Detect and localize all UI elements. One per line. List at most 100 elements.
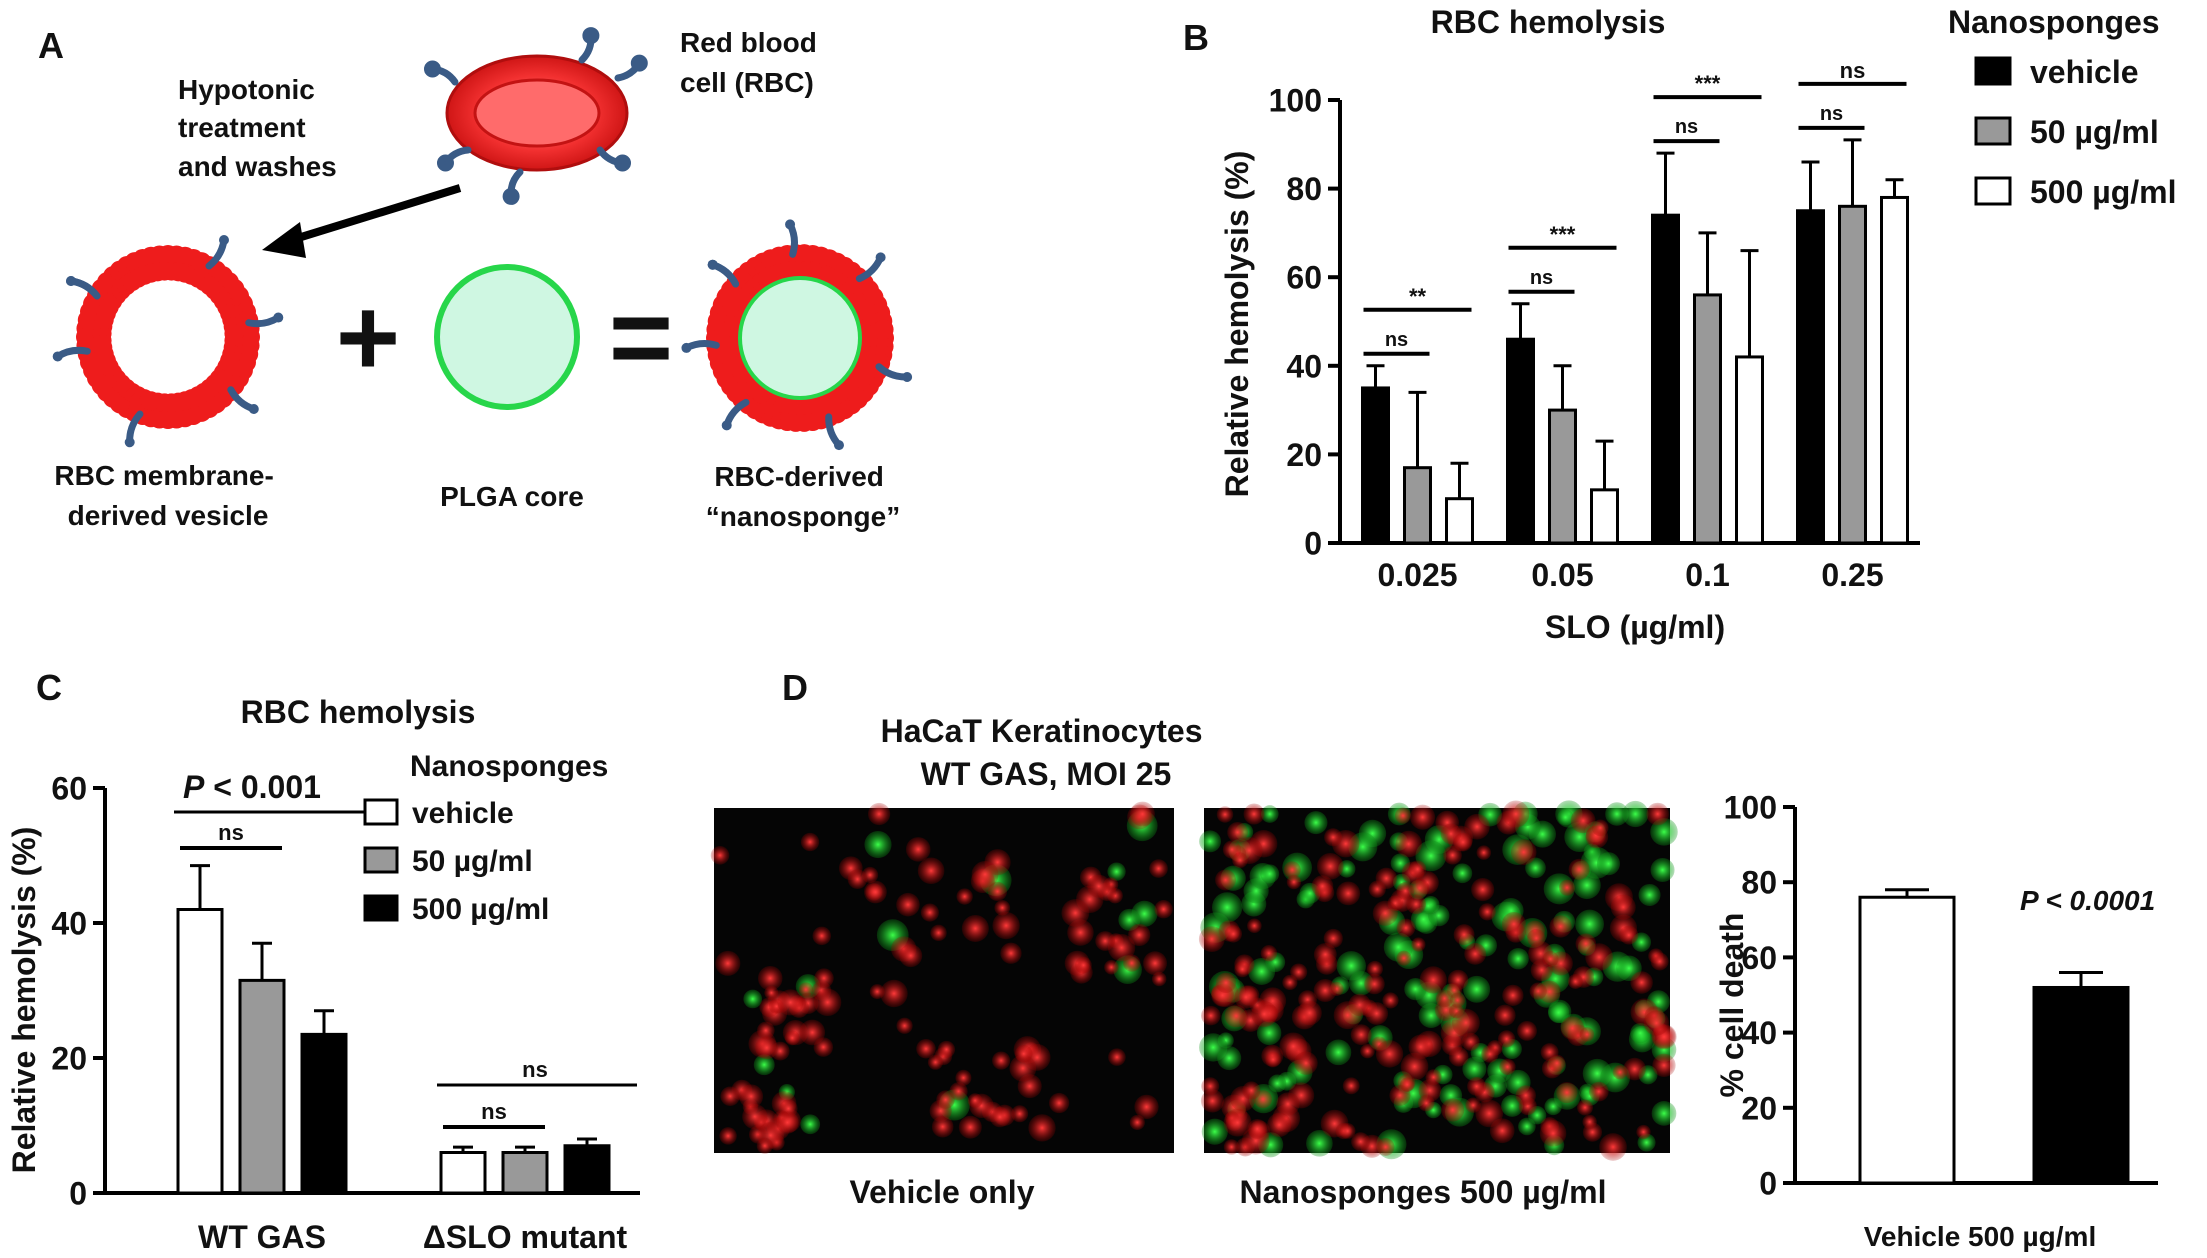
y-tick-label: 60 — [1286, 260, 1322, 296]
y-tick-label: 20 — [1741, 1090, 1777, 1126]
equals-sign: = — [609, 276, 673, 399]
plga-core-icon — [434, 264, 580, 410]
bar — [1651, 213, 1680, 545]
chart-d: % cell death P < 0.0001 0 20 40 60 80 100 Vehi… — [1714, 790, 2158, 1252]
panel-d-letter: D — [782, 667, 808, 708]
bar — [1445, 497, 1474, 545]
fluorescence-micrograph-vehicle — [710, 801, 1174, 1154]
significance-label: *** — [1695, 71, 1721, 96]
fluorescence-micrograph-nanosponges — [1198, 800, 1678, 1161]
y-tick-label: 60 — [1741, 940, 1777, 976]
x-tick-label: 0.05 — [1531, 557, 1593, 593]
significance-label: ns — [522, 1057, 548, 1082]
significance-label: ns — [1530, 267, 1553, 289]
rbc-label: Red blood cell (RBC) — [680, 27, 825, 98]
legend-label: vehicle — [412, 797, 514, 830]
significance-label: ns — [1675, 116, 1698, 138]
bar — [1693, 293, 1722, 545]
chart-b-xlabel: SLO (µg/ml) — [1545, 609, 1725, 645]
legend-label: vehicle — [2030, 54, 2139, 90]
bar — [300, 1032, 348, 1195]
significance-label: ns — [481, 1099, 507, 1124]
legend-swatch — [363, 798, 399, 826]
chart-c-ylabel: Relative hemolysis (%) — [6, 827, 42, 1174]
significance-label: P < 0.001 — [183, 769, 321, 805]
panel-a-letter: A — [38, 25, 64, 66]
y-tick-label: 40 — [1286, 348, 1322, 384]
bar — [2032, 985, 2130, 1185]
image-label-nanosponges: Nanosponges 500 µg/ml — [1240, 1174, 1607, 1210]
chart-b-ylabel: Relative hemolysis (%) — [1219, 151, 1255, 498]
y-tick-label: 100 — [1269, 83, 1322, 119]
chart-c: RBC hemolysis Relative hemolysis (%) Nan… — [6, 694, 640, 1255]
panel-a: A Red blood cell (RBC) Hypotonic treatme… — [38, 25, 913, 532]
significance-label: ns — [218, 820, 244, 845]
arrow-icon — [262, 184, 462, 258]
y-tick-label: 0 — [69, 1176, 87, 1212]
panel-c: C RBC hemolysis Relative hemolysis (%) N… — [6, 667, 640, 1255]
y-tick-label: 80 — [1741, 865, 1777, 901]
significance-label: *** — [1550, 222, 1576, 247]
bar — [1361, 386, 1390, 545]
significance-label: ns — [1840, 58, 1866, 83]
y-tick-label: 60 — [51, 771, 87, 807]
plus-sign: + — [336, 276, 400, 399]
x-tick-label: 0.025 — [1377, 557, 1457, 593]
legend-swatch — [363, 846, 399, 874]
nanosponge-icon — [681, 219, 913, 451]
panel-b: B RBC hemolysis Relative hemolysis (%) S… — [1183, 4, 2177, 645]
y-tick-label: 40 — [51, 906, 87, 942]
panel-d-title: HaCaT Keratinocytes WT GAS, MOI 25 — [881, 713, 1212, 792]
y-tick-label: 80 — [1286, 171, 1322, 207]
bar — [1403, 466, 1432, 545]
bar — [1838, 204, 1867, 545]
bar — [1590, 488, 1619, 545]
y-tick-label: 40 — [1741, 1015, 1777, 1051]
bar — [1880, 195, 1909, 545]
legend-label: 50 µg/ml — [2030, 114, 2159, 150]
nanosponge-label: RBC-derived “nanosponge” — [706, 461, 900, 532]
y-tick-label: 20 — [51, 1041, 87, 1077]
bar — [439, 1151, 487, 1195]
x-tick-label: 0.25 — [1821, 557, 1883, 593]
chart-b-title: RBC hemolysis — [1431, 4, 1666, 40]
chart-c-legend-title: Nanosponges — [410, 750, 608, 783]
bar — [501, 1151, 549, 1195]
bar — [1858, 895, 1956, 1185]
treatment-label: Hypotonic treatment and washes — [178, 74, 337, 182]
red-blood-cell-icon — [423, 27, 648, 205]
image-label-vehicle: Vehicle only — [850, 1174, 1035, 1210]
legend-swatch — [1974, 56, 2012, 86]
y-tick-label: 0 — [1304, 526, 1322, 562]
x-tick-label: Vehicle 500 µg/ml — [1864, 1221, 2096, 1252]
chart-d-ylabel: % cell death — [1714, 913, 1750, 1098]
chart-d-annotation: P < 0.0001 — [2020, 885, 2155, 916]
y-tick-label: 0 — [1759, 1166, 1777, 1202]
panel-c-letter: C — [36, 667, 62, 708]
legend-swatch — [1974, 176, 2012, 206]
legend-label: 500 µg/ml — [412, 893, 549, 926]
bar — [1735, 355, 1764, 545]
vesicle-label: RBC membrane- derived vesicle — [54, 460, 281, 531]
chart-b-legend-title: Nanosponges — [1948, 4, 2160, 40]
chart-c-title: RBC hemolysis — [241, 694, 476, 730]
legend-swatch — [363, 894, 399, 922]
y-tick-label: 100 — [1724, 790, 1777, 826]
bar — [1796, 209, 1825, 545]
bar — [176, 908, 224, 1195]
panel-b-letter: B — [1183, 17, 1209, 58]
bar — [563, 1144, 611, 1195]
membrane-vesicle-icon — [52, 235, 284, 448]
significance-label: ns — [1820, 103, 1843, 125]
bar — [1506, 337, 1535, 545]
chart-b: RBC hemolysis Relative hemolysis (%) SLO… — [1219, 4, 2177, 645]
x-tick-label: WT GAS — [198, 1219, 326, 1255]
legend-label: 500 µg/ml — [2030, 174, 2177, 210]
core-label: PLGA core — [440, 481, 584, 512]
legend-label: 50 µg/ml — [412, 845, 533, 878]
significance-label: ns — [1385, 329, 1408, 351]
legend-swatch — [1974, 116, 2012, 146]
significance-label: ** — [1409, 284, 1427, 309]
x-tick-label: 0.1 — [1685, 557, 1729, 593]
